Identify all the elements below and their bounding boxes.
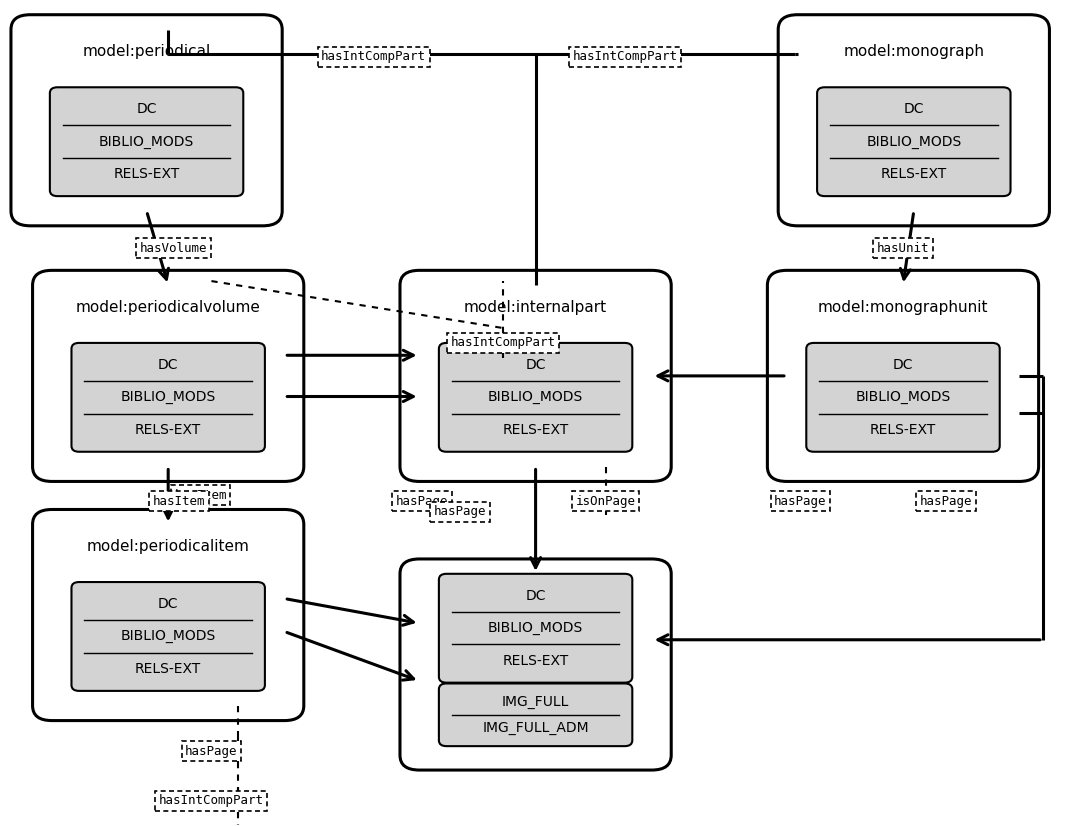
Text: hasVolume: hasVolume	[140, 241, 208, 254]
Text: BIBLIO_MODS: BIBLIO_MODS	[120, 391, 215, 405]
Text: BIBLIO_MODS: BIBLIO_MODS	[120, 629, 215, 643]
Text: RELS-EXT: RELS-EXT	[502, 653, 569, 667]
Text: BIBLIO_MODS: BIBLIO_MODS	[856, 391, 951, 405]
Text: BIBLIO_MODS: BIBLIO_MODS	[98, 135, 194, 149]
Text: hasUnit: hasUnit	[876, 241, 929, 254]
FancyBboxPatch shape	[767, 270, 1039, 482]
FancyBboxPatch shape	[817, 88, 1011, 196]
Text: BIBLIO_MODS: BIBLIO_MODS	[488, 621, 583, 635]
FancyBboxPatch shape	[11, 15, 282, 225]
FancyBboxPatch shape	[71, 582, 265, 691]
Text: IMG_FULL_ADM: IMG_FULL_ADM	[483, 720, 589, 734]
FancyBboxPatch shape	[439, 343, 632, 452]
FancyBboxPatch shape	[439, 683, 632, 746]
FancyBboxPatch shape	[439, 574, 632, 682]
Text: hasIntCompPart: hasIntCompPart	[159, 794, 264, 807]
Text: hasItem: hasItem	[153, 495, 206, 508]
FancyBboxPatch shape	[71, 343, 265, 452]
FancyBboxPatch shape	[806, 343, 1000, 452]
Text: DC: DC	[158, 597, 179, 611]
Text: model:page: model:page	[490, 589, 581, 604]
Text: DC: DC	[903, 102, 924, 116]
Text: DC: DC	[893, 358, 913, 372]
Text: RELS-EXT: RELS-EXT	[135, 662, 201, 676]
Text: hasItem: hasItem	[174, 489, 227, 502]
Text: BIBLIO_MODS: BIBLIO_MODS	[867, 135, 962, 149]
Text: model:periodicalitem: model:periodicalitem	[87, 539, 250, 554]
Text: RELS-EXT: RELS-EXT	[135, 423, 201, 437]
Text: DC: DC	[526, 589, 545, 603]
Text: model:periodical: model:periodical	[82, 45, 211, 59]
Text: hasIntCompPart: hasIntCompPart	[572, 50, 677, 64]
Text: RELS-EXT: RELS-EXT	[881, 167, 947, 181]
Text: DC: DC	[526, 358, 545, 372]
FancyBboxPatch shape	[32, 270, 304, 482]
Text: model:periodicalvolume: model:periodicalvolume	[76, 300, 261, 315]
Text: DC: DC	[136, 102, 157, 116]
Text: model:monographunit: model:monographunit	[818, 300, 988, 315]
Text: hasPage: hasPage	[396, 495, 448, 508]
Text: hasPage: hasPage	[434, 506, 486, 519]
Text: IMG_FULL: IMG_FULL	[502, 695, 569, 709]
Text: RELS-EXT: RELS-EXT	[870, 423, 936, 437]
Text: hasIntCompPart: hasIntCompPart	[321, 50, 426, 64]
Text: hasIntCompPart: hasIntCompPart	[451, 336, 556, 349]
FancyBboxPatch shape	[400, 559, 671, 770]
FancyBboxPatch shape	[778, 15, 1050, 225]
Text: DC: DC	[158, 358, 179, 372]
Text: model:internalpart: model:internalpart	[464, 300, 607, 315]
FancyBboxPatch shape	[400, 270, 671, 482]
Text: hasPage: hasPage	[920, 495, 973, 508]
FancyBboxPatch shape	[50, 88, 243, 196]
FancyBboxPatch shape	[32, 510, 304, 720]
Text: hasPage: hasPage	[185, 744, 238, 757]
Text: BIBLIO_MODS: BIBLIO_MODS	[488, 391, 583, 405]
Text: RELS-EXT: RELS-EXT	[114, 167, 180, 181]
Text: RELS-EXT: RELS-EXT	[502, 423, 569, 437]
Text: isOnPage: isOnPage	[576, 495, 636, 508]
Text: model:monograph: model:monograph	[843, 45, 985, 59]
Text: hasPage: hasPage	[774, 495, 827, 508]
